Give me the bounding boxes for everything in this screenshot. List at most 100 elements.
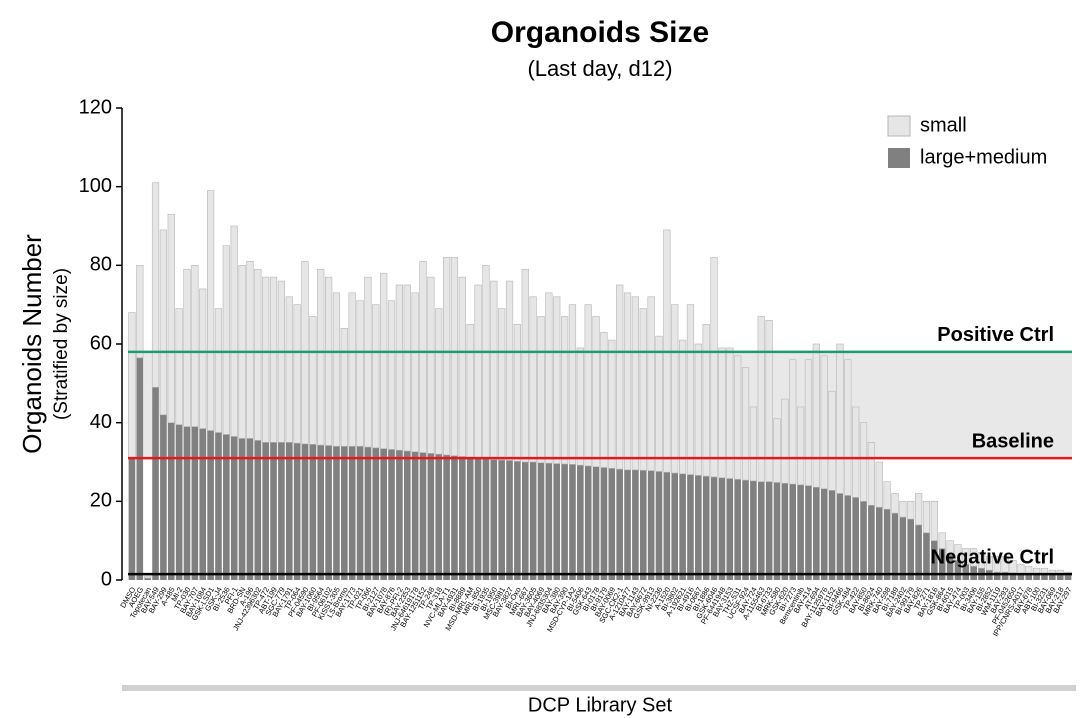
bar-segment: [529, 462, 537, 580]
bar-segment: [813, 487, 820, 580]
bar-segment: [553, 463, 561, 580]
bar-segment: [144, 578, 151, 580]
bar-segment: [498, 308, 506, 461]
bar-segment: [647, 470, 655, 580]
bar-segment: [167, 213, 175, 423]
bar-segment: [427, 453, 435, 580]
bar-segment: [836, 343, 844, 494]
bar-segment: [443, 454, 450, 580]
bar-segment: [1017, 573, 1025, 580]
bar-segment: [388, 449, 395, 580]
bar-segment: [214, 308, 223, 433]
bar-segment: [537, 462, 545, 580]
bar-segment: [781, 483, 789, 580]
bar-segment: [977, 552, 986, 569]
bar-segment: [175, 308, 183, 425]
bar-segment: [655, 335, 663, 472]
bar-segment: [427, 276, 435, 454]
bar-segment: [285, 296, 293, 443]
bar-segment: [993, 556, 1001, 573]
legend-swatch: [888, 148, 910, 168]
bar-segment: [459, 456, 466, 580]
bar-segment: [852, 406, 860, 498]
bar-segment: [254, 268, 262, 441]
bar-segment: [1001, 572, 1009, 580]
bar-segment: [930, 501, 938, 541]
bar-segment: [293, 304, 301, 444]
bar-segment: [230, 225, 238, 437]
bar-segment: [796, 406, 805, 486]
bar-segment: [207, 430, 214, 580]
y-tick-label: 60: [90, 332, 112, 354]
bar-segment: [985, 556, 994, 571]
bar-segment: [836, 493, 844, 580]
bar-segment: [262, 276, 270, 443]
bar-segment: [954, 544, 962, 561]
bar-segment: [411, 292, 419, 453]
bar-segment: [1041, 574, 1048, 580]
bar-segment: [741, 367, 750, 481]
bar-segment: [954, 560, 962, 580]
bar-segment: [600, 331, 608, 468]
legend-label: small: [920, 114, 967, 136]
bar-segment: [679, 473, 686, 580]
bar-segment: [537, 316, 545, 464]
bar-segment: [962, 564, 970, 580]
bar-segment: [742, 480, 749, 580]
bar-segment: [600, 467, 608, 580]
bar-segment: [828, 490, 836, 580]
bar-segment: [128, 458, 136, 580]
bar-segment: [545, 292, 553, 464]
bar-segment: [946, 540, 954, 555]
bar-segment: [466, 324, 474, 458]
y-axis-subtitle: (Stratified by size): [51, 268, 72, 420]
bar-segment: [380, 448, 387, 580]
chart-title: Organoids Size: [491, 16, 709, 49]
bar-segment: [592, 316, 600, 468]
bar-segment: [639, 470, 647, 580]
bar-segment: [859, 422, 868, 502]
bar-segment: [317, 268, 325, 446]
bar-segment: [269, 276, 278, 443]
bar-segment: [309, 316, 317, 445]
bar-segment: [820, 355, 828, 490]
bar-segment: [435, 308, 443, 455]
legend-label: large+medium: [920, 146, 1047, 168]
bar-segment: [474, 458, 482, 580]
bar-segment: [151, 182, 160, 388]
bar-segment: [506, 460, 513, 580]
bar-segment: [159, 229, 168, 416]
bar-segment: [309, 444, 317, 580]
bar-segment: [254, 440, 262, 580]
bar-segment: [356, 446, 364, 580]
bar-segment: [561, 463, 568, 580]
bar-segment: [387, 300, 396, 450]
bar-segment: [576, 347, 584, 466]
bar-segment: [883, 481, 891, 510]
bar-segment: [553, 296, 561, 464]
bar-segment: [199, 428, 207, 580]
x-group-bar: [122, 685, 1076, 691]
bar-segment: [348, 446, 356, 580]
bar-segment: [993, 572, 1001, 580]
bar-segment: [1049, 574, 1056, 580]
bar-segment: [490, 459, 498, 580]
bar-segment: [435, 454, 443, 580]
bar-segment: [569, 464, 576, 580]
bar-segment: [907, 519, 915, 580]
bar-segment: [364, 276, 372, 448]
bar-segment: [577, 465, 584, 580]
bar-segment: [372, 447, 380, 580]
bar-segment: [442, 257, 451, 456]
y-tick-label: 80: [90, 254, 112, 276]
y-axis-title: Organoids Number: [17, 234, 47, 454]
bar-segment: [726, 347, 734, 479]
bar-segment: [852, 497, 859, 580]
bar-segment: [797, 484, 804, 580]
bar-segment: [632, 469, 639, 580]
bar-segment: [482, 265, 490, 460]
bar-segment: [757, 316, 765, 482]
bar-segment: [584, 465, 592, 580]
bar-segment: [750, 480, 757, 580]
bar-segment: [718, 347, 726, 479]
